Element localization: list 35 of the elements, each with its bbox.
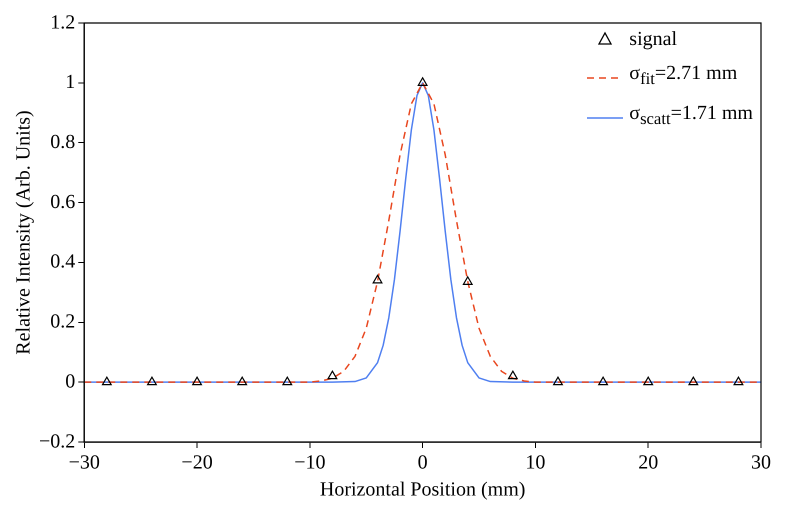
x-tick-label: 0: [418, 451, 428, 474]
x-tick-label: 20: [638, 451, 658, 474]
point: [237, 376, 248, 386]
legend-label: σ$_{scatt}$=1.71 mm: [629, 101, 753, 130]
legend-label: σ$_{fit}$=2.71 mm: [629, 61, 738, 90]
y-axis-title: Relative Intensity (Arb. Units): [12, 110, 34, 355]
point: [598, 376, 608, 386]
y-tick-label: 0.4: [50, 250, 76, 273]
x-tick-label: −20: [181, 451, 213, 474]
point: [734, 376, 744, 386]
point: [102, 376, 112, 386]
x-tick-label: −30: [68, 451, 100, 474]
point: [553, 376, 563, 386]
x-tick-label: −10: [294, 451, 326, 474]
point: [643, 376, 654, 386]
point: [462, 276, 473, 285]
y-tick-label: 0.2: [50, 310, 76, 333]
x-tick-label: 30: [751, 451, 771, 474]
legend-label: signal: [629, 27, 678, 52]
point: [688, 376, 698, 386]
point: [418, 77, 428, 86]
y-tick-label: 1.2: [50, 11, 76, 34]
x-tick-label: 10: [525, 451, 546, 474]
point: [372, 274, 382, 284]
y-tick-label: 0.8: [50, 130, 76, 153]
point: [327, 370, 338, 380]
y-tick-label: 0.6: [50, 190, 76, 213]
point: [508, 370, 518, 380]
point: [147, 376, 157, 386]
point: [192, 376, 202, 386]
y-tick-label: −0.2: [39, 430, 76, 452]
point: [282, 376, 292, 386]
y-tick-label: 1: [65, 71, 76, 94]
y-tick-label: 0: [65, 370, 76, 392]
x-axis-title: Horizontal Position (mm): [320, 478, 526, 500]
